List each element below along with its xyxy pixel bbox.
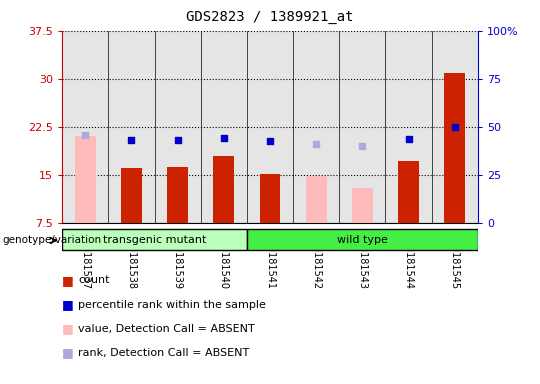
Bar [121, 168, 142, 223]
Bar [352, 187, 373, 223]
Bar [431, 31, 478, 223]
Bar [154, 31, 201, 223]
Bar [398, 161, 419, 223]
Point [358, 143, 367, 149]
Bar [306, 176, 327, 223]
Bar [62, 31, 109, 223]
Text: ■: ■ [62, 346, 74, 359]
Bar [247, 31, 293, 223]
Bar [109, 31, 154, 223]
Bar [339, 31, 386, 223]
Point [312, 141, 321, 147]
Text: count: count [78, 275, 110, 285]
Bar [201, 31, 247, 223]
FancyBboxPatch shape [247, 229, 478, 250]
Bar [213, 156, 234, 223]
Text: GDS2823 / 1389921_at: GDS2823 / 1389921_at [186, 10, 354, 23]
Text: percentile rank within the sample: percentile rank within the sample [78, 300, 266, 310]
Bar [444, 73, 465, 223]
Text: wild type: wild type [337, 235, 388, 245]
Bar [386, 31, 431, 223]
Point [219, 134, 228, 141]
Text: transgenic mutant: transgenic mutant [103, 235, 206, 245]
Point [450, 124, 459, 130]
Text: value, Detection Call = ABSENT: value, Detection Call = ABSENT [78, 324, 255, 334]
Bar [75, 136, 96, 223]
Bar [167, 167, 188, 223]
Text: rank, Detection Call = ABSENT: rank, Detection Call = ABSENT [78, 348, 249, 358]
Point [81, 132, 90, 138]
Text: ■: ■ [62, 298, 74, 311]
Text: ■: ■ [62, 322, 74, 335]
Text: genotype/variation: genotype/variation [3, 235, 102, 245]
Bar [260, 174, 280, 223]
Text: ■: ■ [62, 274, 74, 287]
Point [173, 136, 182, 142]
Bar [293, 31, 339, 223]
Point [266, 138, 274, 144]
Point [127, 136, 136, 142]
Point [404, 136, 413, 142]
FancyBboxPatch shape [62, 229, 247, 250]
